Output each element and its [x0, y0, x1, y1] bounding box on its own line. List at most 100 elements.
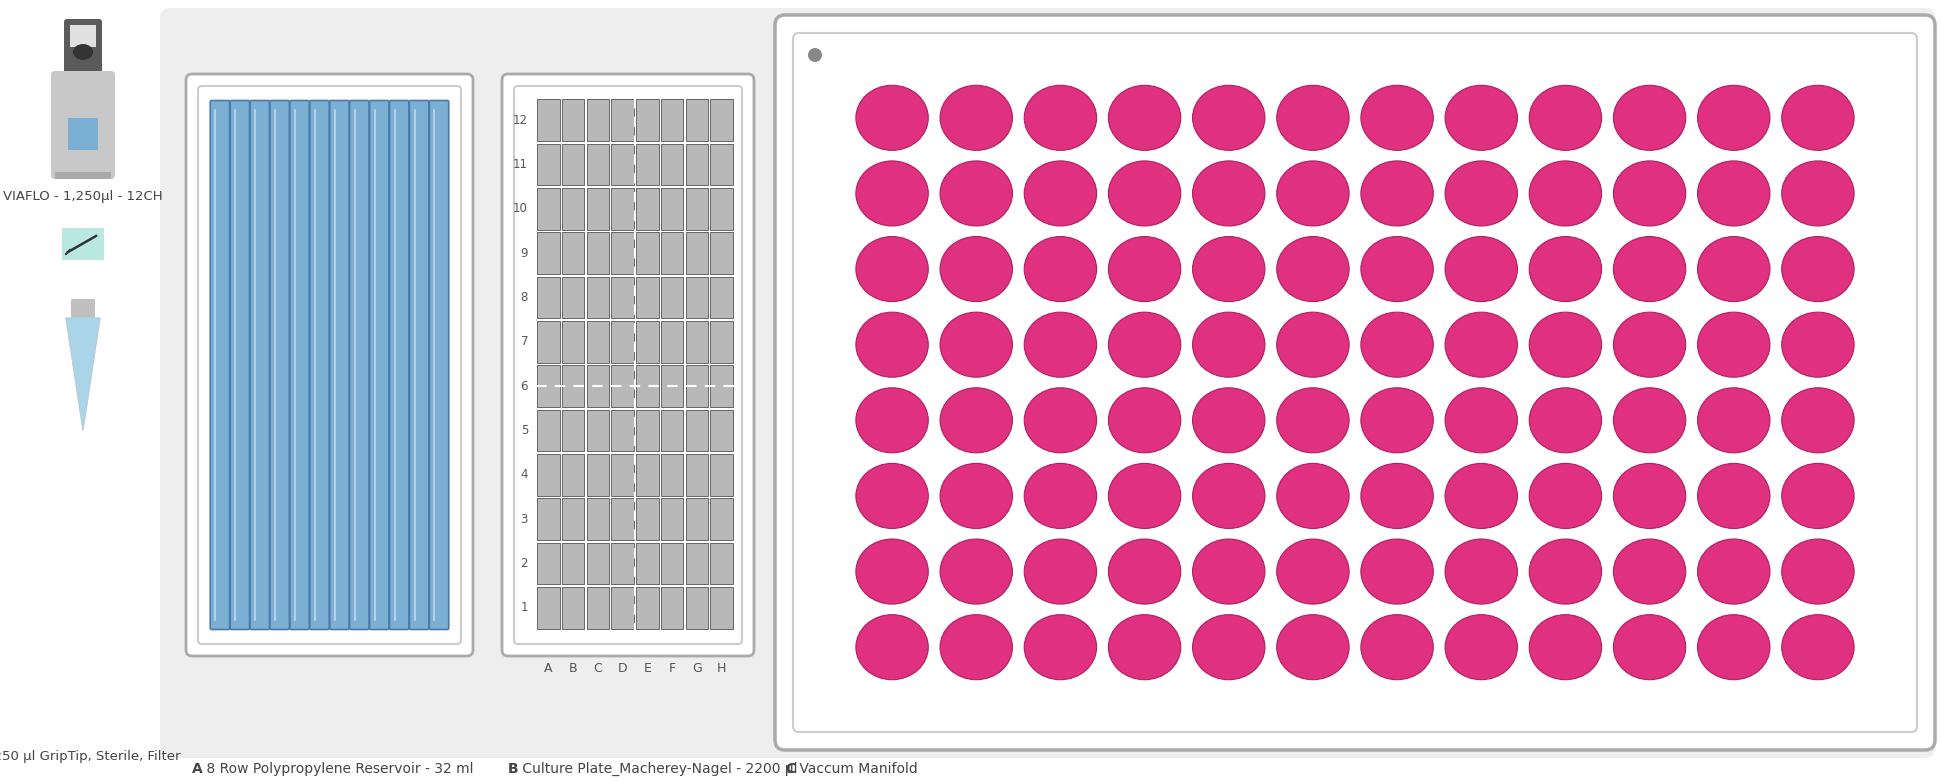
- Bar: [586, 454, 609, 496]
- Bar: [662, 543, 683, 584]
- Bar: [685, 99, 708, 141]
- Ellipse shape: [1108, 539, 1180, 604]
- Ellipse shape: [1025, 236, 1097, 302]
- Bar: [563, 498, 584, 540]
- Bar: [538, 586, 559, 629]
- Ellipse shape: [939, 388, 1013, 453]
- FancyBboxPatch shape: [289, 101, 309, 630]
- FancyBboxPatch shape: [50, 71, 115, 179]
- Text: 3: 3: [520, 513, 528, 526]
- Text: D: D: [617, 662, 627, 675]
- Ellipse shape: [1025, 312, 1097, 377]
- Bar: [611, 410, 635, 451]
- Bar: [662, 454, 683, 496]
- Ellipse shape: [1361, 312, 1432, 377]
- Bar: [611, 277, 635, 318]
- Ellipse shape: [856, 464, 928, 529]
- Polygon shape: [66, 318, 101, 430]
- Ellipse shape: [1613, 464, 1687, 529]
- Bar: [563, 277, 584, 318]
- Bar: [563, 586, 584, 629]
- Text: Vaccum Manifold: Vaccum Manifold: [796, 762, 918, 776]
- Bar: [54, 172, 111, 179]
- Bar: [710, 277, 734, 318]
- Ellipse shape: [1782, 615, 1854, 680]
- Ellipse shape: [1698, 388, 1770, 453]
- Ellipse shape: [1782, 161, 1854, 226]
- Text: 8: 8: [520, 291, 528, 304]
- Bar: [637, 232, 658, 274]
- Ellipse shape: [1025, 464, 1097, 529]
- Bar: [586, 144, 609, 185]
- Ellipse shape: [1782, 539, 1854, 604]
- Bar: [586, 586, 609, 629]
- Bar: [611, 188, 635, 230]
- Bar: [563, 321, 584, 363]
- Text: F: F: [668, 662, 675, 675]
- FancyBboxPatch shape: [390, 101, 410, 630]
- Text: B: B: [569, 662, 576, 675]
- Ellipse shape: [1698, 236, 1770, 302]
- Text: A: A: [543, 662, 553, 675]
- Bar: [637, 188, 658, 230]
- FancyBboxPatch shape: [159, 8, 1935, 758]
- Ellipse shape: [1782, 236, 1854, 302]
- Bar: [538, 232, 559, 274]
- Bar: [611, 543, 635, 584]
- Text: H: H: [716, 662, 726, 675]
- Ellipse shape: [1192, 464, 1266, 529]
- FancyBboxPatch shape: [514, 86, 741, 644]
- Bar: [563, 543, 584, 584]
- Bar: [563, 232, 584, 274]
- Ellipse shape: [1361, 615, 1432, 680]
- Ellipse shape: [856, 539, 928, 604]
- Ellipse shape: [1361, 464, 1432, 529]
- Ellipse shape: [1613, 312, 1687, 377]
- Bar: [586, 321, 609, 363]
- Text: 8 Row Polypropylene Reservoir - 32 ml: 8 Row Polypropylene Reservoir - 32 ml: [202, 762, 474, 776]
- Bar: [586, 543, 609, 584]
- Ellipse shape: [1444, 464, 1518, 529]
- Text: 6: 6: [520, 380, 528, 393]
- Bar: [538, 99, 559, 141]
- Bar: [662, 99, 683, 141]
- Bar: [710, 498, 734, 540]
- Ellipse shape: [1444, 312, 1518, 377]
- Bar: [611, 498, 635, 540]
- Bar: [685, 277, 708, 318]
- Bar: [563, 99, 584, 141]
- Ellipse shape: [856, 85, 928, 150]
- Ellipse shape: [1613, 388, 1687, 453]
- Bar: [710, 365, 734, 407]
- Bar: [586, 99, 609, 141]
- Ellipse shape: [1613, 236, 1687, 302]
- FancyBboxPatch shape: [330, 101, 349, 630]
- Bar: [637, 365, 658, 407]
- Circle shape: [807, 48, 821, 62]
- Bar: [662, 586, 683, 629]
- Bar: [685, 498, 708, 540]
- Text: 1250 µl GripTip, Sterile, Filter: 1250 µl GripTip, Sterile, Filter: [0, 750, 181, 763]
- Ellipse shape: [1192, 312, 1266, 377]
- Ellipse shape: [1277, 615, 1349, 680]
- Text: 11: 11: [512, 158, 528, 171]
- Ellipse shape: [1444, 388, 1518, 453]
- Bar: [586, 365, 609, 407]
- Ellipse shape: [856, 236, 928, 302]
- Ellipse shape: [1530, 236, 1601, 302]
- Ellipse shape: [1361, 236, 1432, 302]
- Bar: [611, 586, 635, 629]
- Ellipse shape: [1782, 312, 1854, 377]
- Bar: [710, 454, 734, 496]
- Ellipse shape: [1698, 161, 1770, 226]
- Text: 7: 7: [520, 335, 528, 348]
- Ellipse shape: [1698, 312, 1770, 377]
- FancyBboxPatch shape: [210, 101, 229, 630]
- Ellipse shape: [856, 388, 928, 453]
- Bar: [710, 188, 734, 230]
- Ellipse shape: [939, 615, 1013, 680]
- Bar: [637, 454, 658, 496]
- Bar: [563, 144, 584, 185]
- Ellipse shape: [939, 464, 1013, 529]
- Ellipse shape: [1613, 161, 1687, 226]
